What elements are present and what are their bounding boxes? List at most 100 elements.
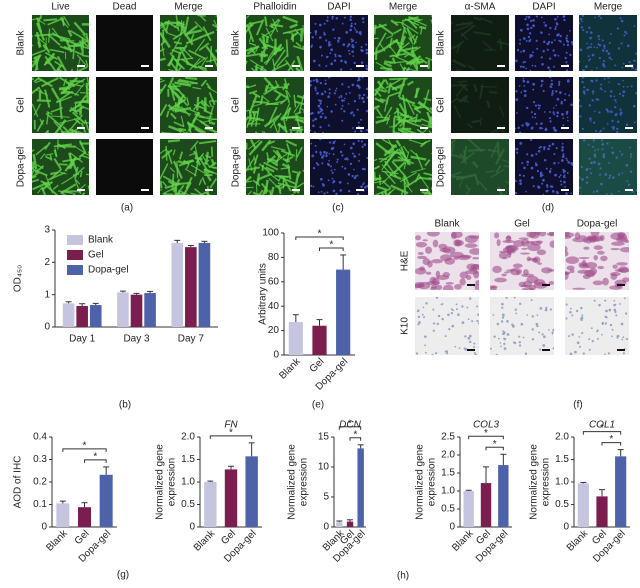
texture [599, 129, 603, 133]
texture [551, 142, 555, 146]
texture [258, 163, 271, 174]
texture [479, 17, 493, 24]
x-tick-label: Day 3 [123, 334, 150, 345]
texture [520, 51, 522, 53]
texture [70, 68, 74, 71]
texture [635, 91, 637, 95]
texture [334, 89, 337, 92]
texture [548, 144, 551, 148]
texture [592, 190, 595, 193]
texture [274, 94, 282, 102]
y-axis-label: AOD of IHC [13, 456, 24, 509]
micrograph [246, 15, 304, 71]
texture [396, 107, 401, 122]
texture [76, 66, 88, 71]
texture [535, 153, 538, 156]
texture [599, 173, 602, 176]
texture [272, 149, 281, 158]
texture [359, 129, 363, 132]
texture [85, 82, 89, 102]
texture [354, 28, 357, 31]
texture [249, 139, 257, 150]
texture [464, 243, 478, 248]
texture [273, 89, 289, 99]
texture [549, 308, 552, 311]
texture [160, 20, 169, 27]
texture [339, 150, 343, 154]
texture [64, 156, 77, 172]
texture [546, 185, 549, 188]
legend-swatch [67, 265, 83, 275]
texture [398, 35, 407, 49]
texture [521, 162, 524, 165]
texture [417, 251, 424, 255]
texture [202, 26, 212, 42]
texture [168, 125, 183, 133]
texture [534, 116, 537, 119]
texture [69, 30, 88, 42]
texture [622, 352, 625, 355]
texture [629, 146, 632, 149]
texture [451, 139, 456, 145]
texture [440, 303, 443, 306]
micrograph-bg [96, 77, 153, 133]
y-axis-label: expression [299, 458, 310, 506]
texture [561, 155, 565, 159]
texture [199, 15, 207, 22]
texture [328, 159, 330, 162]
texture [295, 128, 301, 133]
texture [635, 52, 637, 55]
texture [601, 143, 605, 146]
texture [612, 264, 618, 269]
texture [365, 43, 368, 46]
texture [37, 186, 43, 194]
texture [246, 120, 247, 123]
texture [32, 149, 35, 152]
texture [589, 167, 592, 170]
texture [363, 167, 366, 171]
legend-swatch [67, 235, 83, 245]
texture [324, 79, 327, 82]
texture [341, 154, 344, 157]
texture [418, 100, 432, 115]
texture [259, 95, 264, 105]
texture [162, 181, 168, 187]
texture [459, 254, 472, 259]
texture [333, 140, 336, 143]
texture [248, 95, 258, 114]
texture [252, 91, 261, 99]
texture [570, 41, 573, 44]
texture [590, 69, 594, 71]
texture [431, 277, 440, 286]
texture [565, 37, 568, 40]
texture [550, 79, 553, 82]
texture [569, 310, 572, 314]
column-header: Merge [174, 2, 203, 13]
texture [178, 159, 195, 167]
texture [353, 155, 357, 158]
texture [605, 309, 608, 313]
texture [525, 106, 529, 110]
texture [174, 193, 180, 195]
texture [213, 19, 217, 27]
texture [52, 184, 59, 190]
texture [338, 96, 341, 99]
texture [593, 254, 598, 261]
texture [341, 22, 344, 25]
texture [214, 49, 217, 53]
texture [574, 350, 577, 354]
y-tick-label: 5 [323, 492, 329, 503]
texture [501, 316, 505, 319]
texture [32, 165, 36, 170]
micrograph [160, 15, 217, 71]
y-tick-label: 2.5 [441, 432, 455, 443]
texture [578, 345, 581, 348]
texture [358, 94, 361, 97]
texture [474, 283, 479, 290]
texture [267, 106, 278, 126]
texture [160, 83, 167, 95]
texture [319, 45, 322, 49]
texture [590, 79, 594, 83]
texture [67, 29, 73, 37]
texture [172, 178, 181, 193]
